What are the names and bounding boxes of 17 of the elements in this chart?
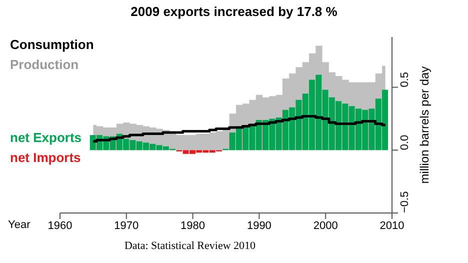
y-tick-label: 0.5 xyxy=(398,72,411,88)
y-tick-label: 0.0 xyxy=(398,134,411,150)
y-axis-title: million barrels per day xyxy=(417,66,432,184)
x-tick-label: 1960 xyxy=(48,220,72,232)
text: Production xyxy=(10,57,79,72)
x-tick-label: 2000 xyxy=(313,220,338,232)
x-tick-label: 1980 xyxy=(180,220,206,232)
x-tick-label: 2010 xyxy=(380,220,404,232)
text: Data: Statistical Review 2010 xyxy=(123,240,257,252)
chart-title: 2009 exports increased by 17.8 % xyxy=(130,4,338,19)
series-label: net Exports xyxy=(10,130,82,145)
x-tick-label: 1990 xyxy=(246,220,272,232)
x-axis-title: Year xyxy=(8,219,30,231)
y-tick-label: −0.5 xyxy=(398,191,411,213)
text: Consumption xyxy=(10,37,94,52)
text: net Imports xyxy=(10,150,81,165)
x-tick-label: 1970 xyxy=(114,220,139,232)
